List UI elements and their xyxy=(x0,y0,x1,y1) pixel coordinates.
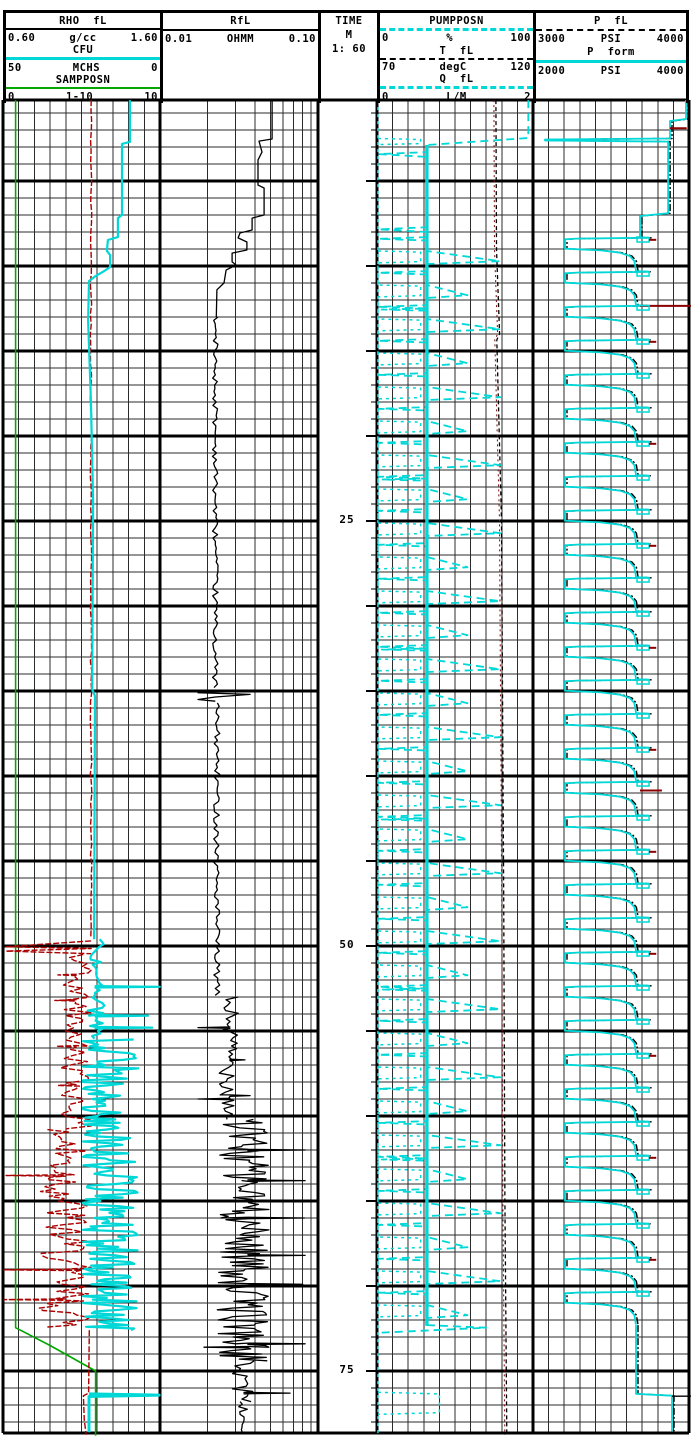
curve-style-line-q xyxy=(380,86,533,90)
curve-name-pumpposn: PUMPPOSN xyxy=(429,15,484,27)
scale-unit: degC xyxy=(439,61,467,73)
scale-unit: PSI xyxy=(600,65,622,77)
track5-scale-pform: 2000 PSI 4000 xyxy=(536,64,686,78)
scale-unit: PSI xyxy=(600,33,622,45)
time-tick-50: 50 xyxy=(339,938,355,951)
curve-name-temp: T fL xyxy=(439,44,474,57)
scale-max: 4000 xyxy=(656,33,684,45)
track5-scale-pfl: 3000 PSI 4000 xyxy=(536,32,686,46)
scale-min: 0.01 xyxy=(165,33,193,45)
curve-name-pfl: P fL xyxy=(593,15,629,27)
track1-scale-sampposn: 0 1-10 10 xyxy=(6,90,160,103)
curve-style-line-pumpposn xyxy=(380,28,533,31)
scale-min: 0 xyxy=(8,90,15,103)
track2-title: RfL xyxy=(230,15,251,27)
track2-header: RfL 0.01 OHMM 0.10 xyxy=(160,13,318,103)
curve-style-line-temp xyxy=(380,57,533,60)
curve-name-q: Q fL xyxy=(439,73,474,86)
time-scale: 1: 60 xyxy=(331,43,367,55)
time-tick-75: 75 xyxy=(339,1363,355,1376)
scale-min: 0 xyxy=(382,32,389,45)
track1-title: RHO fL xyxy=(59,15,107,27)
track5-header: P fL 3000 PSI 4000 P form 2000 PSI 4000 xyxy=(533,13,689,103)
scale-max: 120 xyxy=(510,61,531,73)
curve-style-line-sampposn xyxy=(6,87,160,90)
log-header: RHO fL 0.60 g/cc 1.60 CFU 50 MCHS 0 SAMP… xyxy=(3,10,689,103)
curve-name-pform: P form xyxy=(587,46,635,58)
scale-min: 0.60 xyxy=(8,31,36,44)
scale-max: 0 xyxy=(151,61,158,74)
scale-min: 50 xyxy=(8,61,22,74)
scale-unit: MCHS xyxy=(72,61,101,74)
track4-header: PUMPPOSN 0 % 100 T fL 70 degC 120 Q fL 0… xyxy=(377,13,533,103)
curve-name-cfu: CFU xyxy=(72,44,94,56)
curve-style-line-pform xyxy=(536,60,686,63)
curve-style-line-rho xyxy=(6,28,160,31)
track4-scale-pumpposn: 0 % 100 xyxy=(380,32,533,45)
scale-min: 0 xyxy=(382,90,389,103)
time-unit: M xyxy=(345,29,353,41)
time-track-header: TIME M 1: 60 xyxy=(318,13,377,103)
time-label-title: TIME xyxy=(335,15,363,27)
scale-min: 2000 xyxy=(538,65,566,77)
scale-max: 0.10 xyxy=(288,33,316,45)
scale-min: 3000 xyxy=(538,33,566,45)
scale-unit: % xyxy=(446,32,454,45)
scale-max: 100 xyxy=(510,32,531,45)
scale-min: 70 xyxy=(382,61,396,73)
scale-max: 2 xyxy=(524,90,531,103)
scale-max: 4000 xyxy=(656,65,684,77)
curve-style-line-pfl xyxy=(536,29,686,31)
scale-unit: 1-10 xyxy=(65,90,94,103)
curve-name-sampposn: SAMPPOSN xyxy=(55,74,111,86)
track1-scale-cfu: 50 MCHS 0 xyxy=(6,61,160,74)
scale-unit: g/cc xyxy=(69,31,97,44)
scale-max: 1.60 xyxy=(130,31,158,44)
track1-header: RHO fL 0.60 g/cc 1.60 CFU 50 MCHS 0 SAMP… xyxy=(3,13,160,103)
track2-scale-rfl: 0.01 OHMM 0.10 xyxy=(163,32,318,46)
scale-unit: OHMM xyxy=(226,33,255,45)
scale-unit: L/M xyxy=(446,90,467,103)
time-tick-25: 25 xyxy=(339,513,355,526)
track4-scale-temp: 70 degC 120 xyxy=(380,61,533,74)
curve-style-line-rfl xyxy=(163,29,318,31)
track4-scale-q: 0 L/M 2 xyxy=(380,90,533,103)
curve-style-line-cfu xyxy=(6,57,160,61)
track1-scale-rho: 0.60 g/cc 1.60 xyxy=(6,31,160,44)
scale-max: 10 xyxy=(144,90,158,103)
